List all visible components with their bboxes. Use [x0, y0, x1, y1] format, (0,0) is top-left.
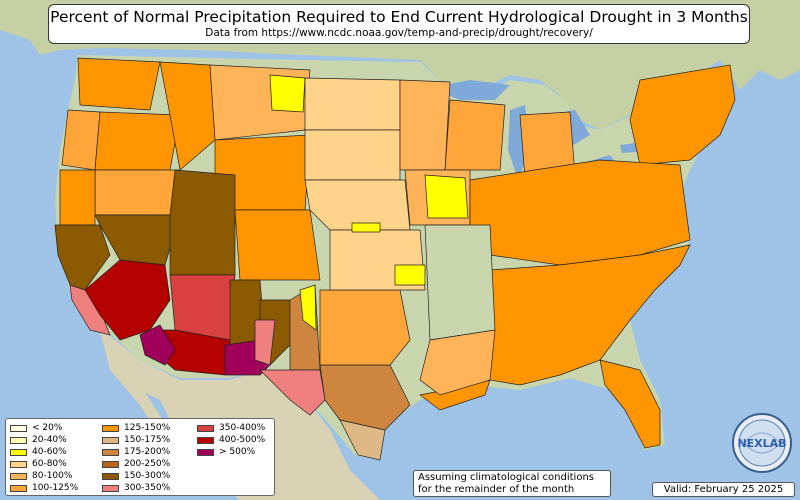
legend-item: 60-80%: [10, 458, 102, 470]
region-tx-north: [319, 289, 411, 366]
region-or-coast: [61, 109, 101, 171]
legend: < 20% 20-40% 40-60% 60-80% 80-100% 100-125% 12…: [5, 418, 275, 496]
region-nv-north: [94, 169, 181, 216]
region-mn: [399, 79, 451, 171]
legend-item: < 20%: [10, 422, 102, 434]
region-southeast: [489, 244, 691, 386]
legend-label: < 20%: [32, 423, 63, 433]
legend-label: 125-150%: [124, 423, 171, 433]
nexlab-logo: NEXLAB: [732, 413, 792, 473]
region-ia-yellow: [424, 174, 469, 219]
legend-swatch: [10, 472, 27, 480]
legend-item: > 500%: [197, 446, 277, 458]
legend-item: 150-175%: [102, 434, 197, 446]
legend-label: 60-80%: [32, 459, 67, 469]
region-ca-north: [59, 169, 96, 226]
legend-item: 125-150%: [102, 422, 197, 434]
mexico-land: [90, 320, 380, 500]
region-az-north: [169, 274, 236, 341]
legend-label: 150-175%: [124, 435, 171, 445]
legend-item: 300-350%: [102, 482, 197, 494]
region-west-tx: [259, 369, 326, 416]
region-nd: [304, 77, 401, 131]
legend-swatch: [10, 424, 27, 432]
legend-item: 20-40%: [10, 434, 102, 446]
legend-swatch: [10, 448, 27, 456]
title-box: Percent of Normal Precipitation Required…: [48, 4, 750, 44]
region-ne-yellow: [351, 222, 381, 233]
legend-swatch: [102, 436, 119, 444]
assumption-line-2: for the remainder of the month: [418, 484, 575, 495]
region-id: [159, 61, 216, 171]
legend-label: 20-40%: [32, 435, 67, 445]
assumption-line-1: Assuming climatological conditions: [418, 472, 594, 483]
legend-swatch: [102, 484, 119, 492]
legend-label: 80-100%: [32, 471, 73, 481]
region-nm-yellow: [299, 284, 317, 331]
assumption-note: Assuming climatological conditions for t…: [413, 470, 611, 497]
region-az-magenta: [139, 324, 176, 366]
legend-swatch: [197, 448, 214, 456]
legend-item: 80-100%: [10, 470, 102, 482]
legend-item: 40-60%: [10, 446, 102, 458]
region-la-ms: [419, 329, 496, 396]
legend-item: 350-400%: [197, 422, 277, 434]
map-subtitle: Data from https://www.ncdc.noaa.gov/temp…: [205, 27, 593, 39]
legend-label: 100-125%: [32, 483, 79, 493]
legend-swatch: [10, 436, 27, 444]
legend-item: 150-300%: [102, 470, 197, 482]
region-co: [234, 209, 321, 281]
legend-item: 100-125%: [10, 482, 102, 494]
legend-item: 200-250%: [102, 458, 197, 470]
region-mt-ne: [269, 74, 306, 113]
legend-item: 400-500%: [197, 434, 277, 446]
map-title: Percent of Normal Precipitation Required…: [50, 8, 748, 26]
logo-text: NEXLAB: [737, 437, 786, 450]
region-florida: [599, 359, 661, 449]
legend-label: 40-60%: [32, 447, 67, 457]
drought-regions: [54, 57, 736, 461]
baja-land: [100, 330, 175, 445]
legend-label: 200-250%: [124, 459, 171, 469]
legend-swatch: [197, 436, 214, 444]
legend-item: 175-200%: [102, 446, 197, 458]
region-mo-ar: [424, 224, 496, 341]
legend-swatch: [102, 448, 119, 456]
legend-swatch: [102, 460, 119, 468]
legend-label: > 500%: [219, 447, 256, 457]
legend-swatch: [102, 472, 119, 480]
region-tx-south: [339, 419, 386, 461]
region-wi: [444, 99, 506, 171]
legend-swatch: [197, 424, 214, 432]
region-ne-states: [629, 64, 736, 166]
region-se-ca: [84, 259, 171, 341]
region-ks-yellow: [394, 264, 426, 286]
region-nm-pink: [254, 319, 276, 366]
legend-label: 400-500%: [219, 435, 266, 445]
region-wa: [77, 57, 161, 111]
legend-label: 350-400%: [219, 423, 266, 433]
legend-label: 175-200%: [124, 447, 171, 457]
legend-swatch: [10, 460, 27, 468]
region-sd: [304, 129, 401, 181]
region-or: [94, 111, 181, 171]
legend-label: 300-350%: [124, 483, 171, 493]
region-ohio-valley: [469, 159, 691, 266]
region-ut: [169, 169, 236, 276]
valid-date: Valid: February 25 2025: [652, 482, 795, 497]
legend-swatch: [102, 424, 119, 432]
legend-swatch: [10, 484, 27, 492]
legend-label: 150-300%: [124, 471, 171, 481]
